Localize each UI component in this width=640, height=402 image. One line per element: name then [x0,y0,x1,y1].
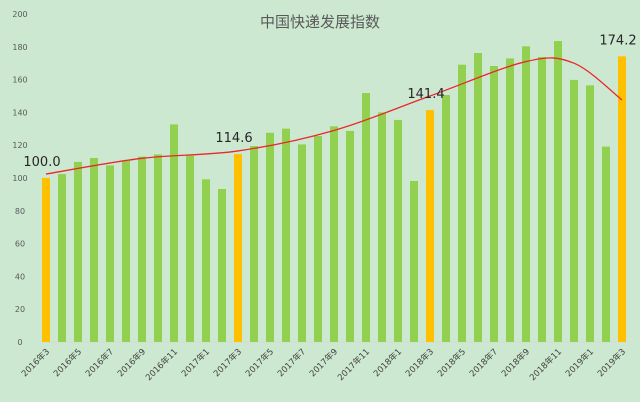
bar [266,132,274,342]
data-label: 100.0 [23,155,60,170]
bar [458,64,466,343]
x-tick-label: 2018年5 [435,346,468,379]
bar [282,128,290,342]
bar [154,154,162,342]
bar [570,79,578,342]
bar [442,95,450,343]
x-tick-label: 2017年11 [335,346,372,383]
y-tick-label: 0 [17,338,22,347]
x-tick-label: 2017年5 [243,346,276,379]
y-tick-label: 20 [15,305,25,314]
data-labels: 100.0 114.6 141.4 174.2 [23,33,636,170]
bar [522,46,530,343]
x-tick-label: 2017年9 [307,346,340,379]
y-tick-label: 100 [12,174,27,183]
bar [554,41,562,343]
bar [250,146,258,342]
bar [202,179,210,342]
bar [410,180,418,342]
y-tick-label: 60 [15,240,25,249]
bar [58,174,66,342]
bar [298,144,306,342]
x-tick-label: 2019年3 [595,346,628,379]
x-tick-label: 2018年3 [403,346,436,379]
bar [122,160,130,342]
bar [218,188,226,342]
bar [346,130,354,342]
bar [362,93,370,342]
bar [106,165,114,342]
highlight-bar [42,178,50,342]
bar [602,146,610,342]
bar-series [42,41,626,343]
x-tick-label: 2016年11 [143,346,180,383]
x-tick-label: 2018年11 [527,346,564,383]
bar [314,136,322,342]
data-label: 114.6 [215,131,252,146]
bar [186,155,194,342]
y-tick-label: 180 [12,43,27,52]
bar [394,119,402,342]
x-tick-label: 2018年7 [467,346,500,379]
x-tick-label: 2016年3 [19,346,52,379]
bar [138,156,146,342]
x-tick-label: 2017年3 [211,346,244,379]
bar [90,157,98,342]
y-tick-label: 120 [12,141,27,150]
y-tick-label: 140 [12,108,27,117]
trend-line [45,57,623,175]
data-label: 174.2 [599,33,636,48]
y-axis: 0 20 40 60 80 100 120 140 160 180 200 [12,10,27,347]
bar [490,65,498,342]
x-tick-label: 2017年7 [275,346,308,379]
y-tick-label: 160 [12,76,27,85]
bar [538,56,546,343]
y-tick-label: 200 [12,10,27,19]
bar [474,53,482,342]
highlight-bar [426,110,434,342]
x-tick-label: 2018年1 [371,346,404,379]
bar [378,112,386,343]
bar [170,124,178,342]
bar [506,58,514,342]
y-tick-label: 80 [15,207,25,216]
x-tick-label: 2017年1 [179,346,212,379]
highlight-bar [234,154,242,342]
bar [586,85,594,342]
highlight-bar [618,56,626,342]
x-tick-label: 2016年5 [51,346,84,379]
x-tick-label: 2019年1 [563,346,596,379]
x-tick-label: 2016年7 [83,346,116,379]
y-tick-label: 40 [15,272,25,281]
bar [330,126,338,342]
chart-title: 中国快递发展指数 [260,13,380,31]
data-label: 141.4 [407,87,444,102]
x-tick-label: 2018年9 [499,346,532,379]
x-tick-label: 2016年9 [115,346,148,379]
bar [74,161,82,342]
